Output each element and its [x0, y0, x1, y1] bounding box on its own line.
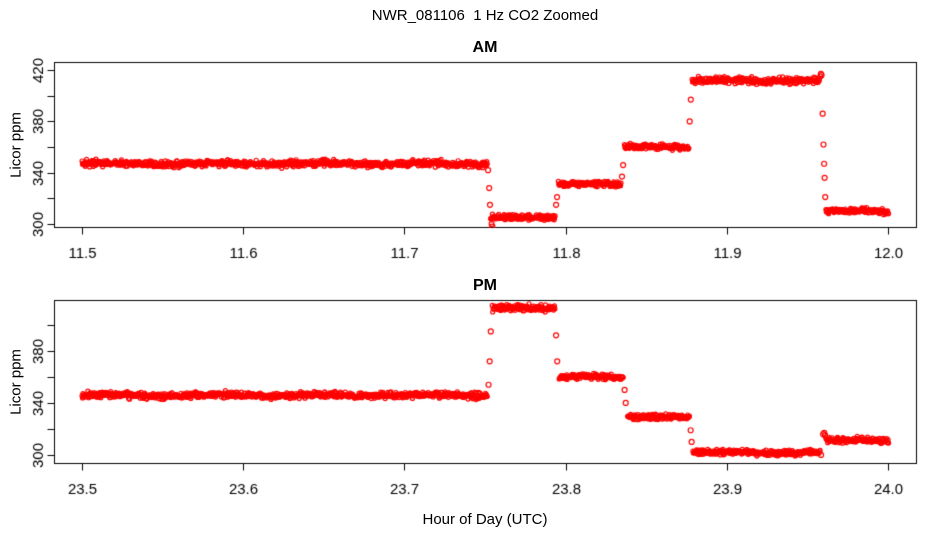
x-axis-label: Hour of Day (UTC) [422, 511, 548, 528]
panel-title-am: AM [472, 39, 498, 56]
figure-title: NWR_081106 1 Hz CO2 Zoomed [371, 7, 599, 24]
y-axis-label-pm: Licor ppm [7, 349, 25, 415]
y-axis-label-am: Licor ppm [7, 112, 25, 178]
panel-title-pm: PM [473, 277, 497, 294]
